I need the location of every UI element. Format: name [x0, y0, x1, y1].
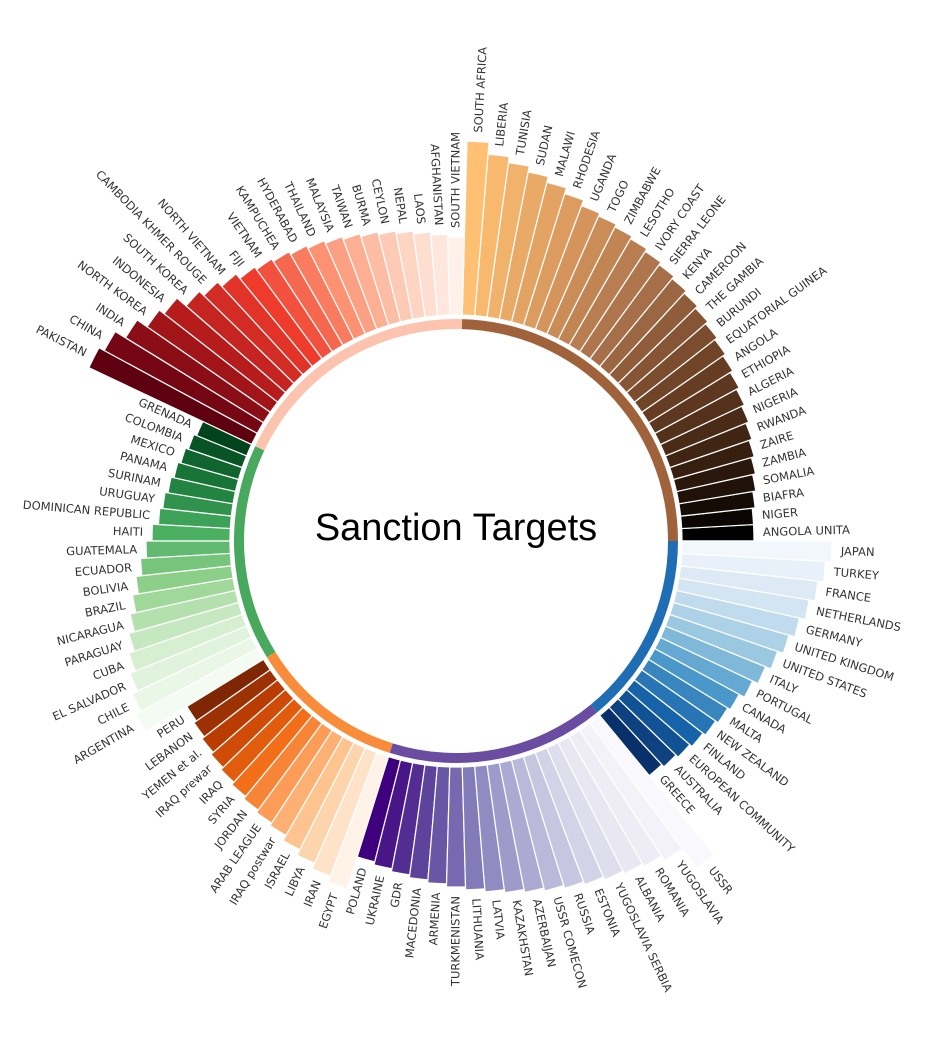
group-ring-western-europe-allies [590, 541, 678, 713]
label-turkmenistan: TURKMENISTAN [449, 896, 463, 987]
group-ring-middle-east [266, 652, 393, 753]
group-ring-latin-america [233, 446, 276, 658]
label-haiti: HAITI [113, 524, 144, 539]
label-biafra: BIAFRA [762, 485, 805, 505]
group-ring-layer [233, 318, 678, 764]
label-malawi: MALAWI [552, 130, 578, 179]
label-nepal: NEPAL [391, 186, 411, 225]
bar-egypt [327, 751, 390, 890]
label-france: FRANCE [825, 585, 872, 605]
label-japan: JAPAN [840, 544, 875, 559]
label-lithuania: LITHUANIA [469, 898, 486, 960]
group-ring-asia [255, 318, 463, 451]
label-latvia: LATVIA [489, 899, 507, 940]
group-ring-eastern-europe [389, 704, 598, 764]
label-afghanistan: AFGHANISTAN [428, 143, 446, 225]
label-liberia: LIBERIA [492, 102, 511, 148]
label-laos: LAOS [411, 193, 428, 225]
label-armenia: ARMENIA [426, 892, 443, 946]
label-south-africa: SOUTH AFRICA [471, 46, 490, 133]
label-egypt: EGYPT [316, 890, 341, 930]
bar-japan [681, 540, 833, 563]
bar-ussr [589, 714, 715, 869]
label-bolivia: BOLIVIA [82, 579, 129, 599]
label-south-vietnam: SOUTH VIETNAM [449, 132, 463, 228]
label-tunisia: TUNISIA [513, 109, 535, 158]
label-brazil: BRAZIL [84, 598, 127, 620]
label-guatemala: GUATEMALA [66, 542, 137, 558]
bar-argentina [135, 647, 265, 733]
label-turkey: TURKEY [832, 565, 880, 583]
label-fiji: FIJI [226, 248, 247, 270]
label-angola-unita: ANGOLA UNITA [763, 523, 851, 539]
label-kazakhstan: KAZAKHSTAN [509, 899, 535, 977]
label-ussr: USSR [706, 864, 736, 897]
bar-pakistan [88, 346, 259, 446]
bar-south-africa [461, 140, 490, 317]
label-sudan: SUDAN [533, 124, 556, 167]
label-ecuador: ECUADOR [74, 560, 132, 579]
label-iran: IRAN [301, 878, 324, 909]
label-gdr: GDR [387, 881, 405, 909]
label-argentina: ARGENTINA [71, 721, 137, 767]
chart-title: Sanction Targets [315, 507, 597, 549]
bar-south-vietnam [447, 236, 465, 316]
label-niger: NIGER [761, 505, 798, 522]
label-russia: RUSSIA [571, 891, 598, 936]
label-macedonia: MACEDONIA [402, 887, 424, 959]
bars-layer [88, 140, 833, 894]
